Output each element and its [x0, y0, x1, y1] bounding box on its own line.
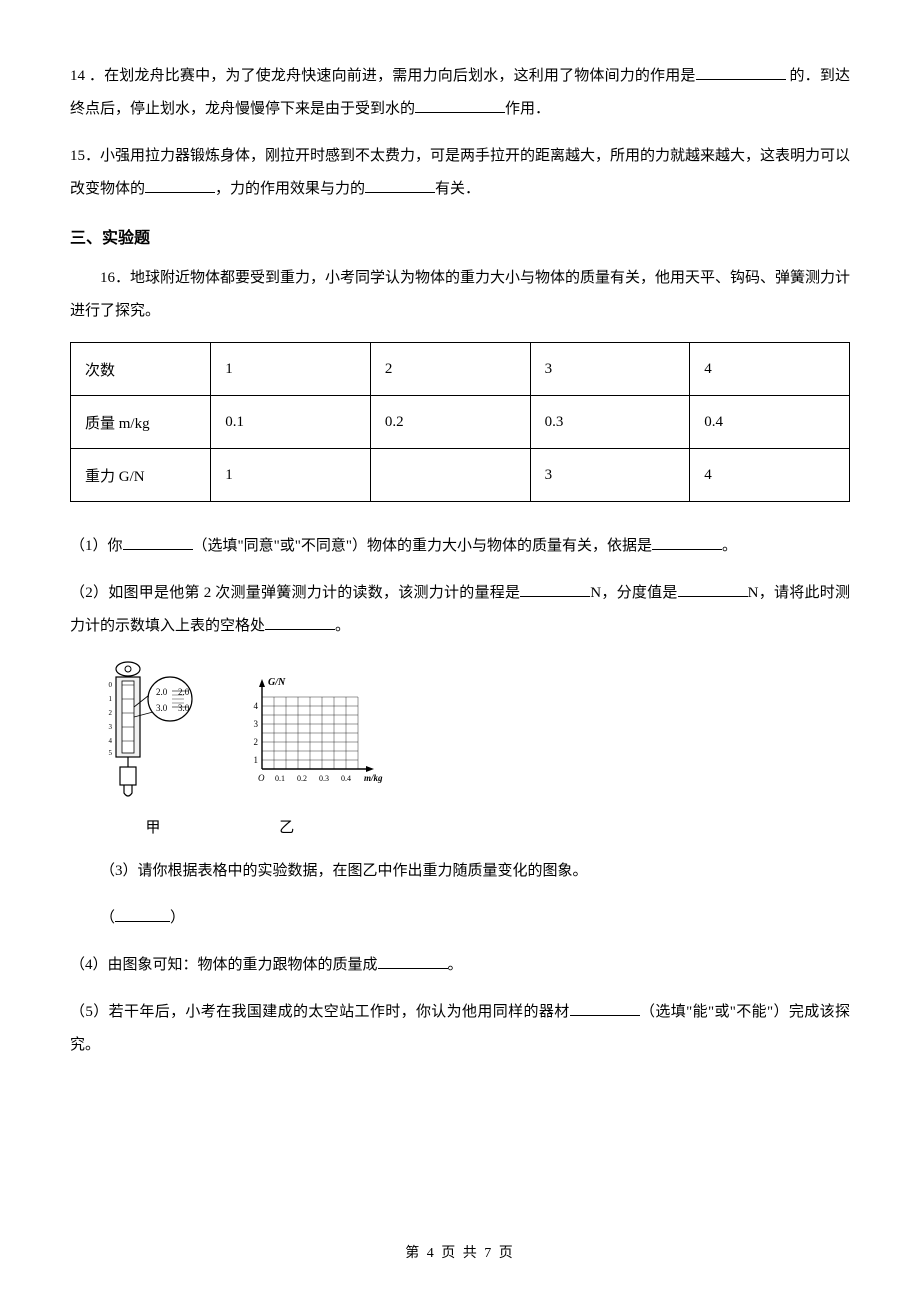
q16-p5-blank[interactable]: [570, 1000, 640, 1016]
q16-table: 次数 1 2 3 4 质量 m/kg 0.1 0.2 0.3 0.4 重力 G/…: [70, 342, 850, 502]
q16-p4-blank[interactable]: [378, 953, 448, 969]
svg-text:3.0: 3.0: [178, 703, 190, 713]
table-cell: 0.3: [530, 396, 690, 449]
table-cell: 2: [370, 343, 530, 396]
q16-p2-blank-3[interactable]: [265, 614, 335, 630]
svg-text:3: 3: [109, 723, 113, 731]
figure-label-right: 乙: [212, 816, 362, 837]
svg-text:5: 5: [109, 749, 113, 757]
table-cell: [370, 449, 530, 502]
q16-p4-b: 。: [448, 957, 463, 973]
svg-text:2.0: 2.0: [178, 687, 190, 697]
grid-chart: G/N: [254, 677, 384, 783]
q16-p2-blank-1[interactable]: [520, 581, 590, 597]
q16-p1-b: （选填"同意"或"不同意"）物体的重力大小与物体的质量有关，依据是: [193, 538, 653, 554]
q16-part-5: （5）若干年后，小考在我国建成的太空站工作时，你认为他用同样的器材（选填"能"或…: [70, 996, 850, 1062]
q16-part-2: （2）如图甲是他第 2 次测量弹簧测力计的读数，该测力计的量程是N，分度值是N，…: [70, 577, 850, 643]
svg-text:1: 1: [109, 695, 113, 703]
svg-text:m/kg: m/kg: [364, 773, 383, 783]
table-cell: 4: [690, 343, 850, 396]
table-cell: 4: [690, 449, 850, 502]
svg-text:0.3: 0.3: [319, 774, 329, 783]
q16-part-3: （3）请你根据表格中的实验数据，在图乙中作出重力随质量变化的图象。: [70, 855, 850, 888]
table-row: 次数 1 2 3 4: [71, 343, 850, 396]
figure-svg: 0 1 2 3 4 5 2.0: [98, 657, 388, 807]
page-footer: 第 4 页 共 7 页: [0, 1242, 920, 1262]
svg-text:0.1: 0.1: [275, 774, 285, 783]
svg-text:4: 4: [254, 701, 259, 711]
q16-p2-a: （2）如图甲是他第 2 次测量弹簧测力计的读数，该测力计的量程是: [70, 585, 520, 601]
q16-p4-a: （4）由图象可知：物体的重力跟物体的质量成: [70, 957, 378, 973]
magnifier-callout-icon: 2.0 2.0 3.0 3.0: [134, 677, 192, 721]
q16-p1-a: （1）你: [70, 538, 123, 554]
q16-p1-blank-2[interactable]: [652, 534, 722, 550]
q15-blank-2[interactable]: [365, 177, 435, 193]
q16-part-3b: （）: [70, 902, 850, 935]
table-cell: 0.1: [211, 396, 371, 449]
svg-text:3: 3: [254, 719, 259, 729]
figure-labels: 甲 乙: [98, 816, 850, 837]
q14-blank-1[interactable]: [696, 64, 786, 80]
q15-text-c: 有关．: [435, 181, 480, 197]
table-cell: 0.4: [690, 396, 850, 449]
svg-text:2: 2: [254, 737, 259, 747]
table-cell: 1: [211, 449, 371, 502]
q16-p1-blank-1[interactable]: [123, 534, 193, 550]
q16-figure: 0 1 2 3 4 5 2.0: [98, 657, 850, 812]
svg-text:G/N: G/N: [268, 677, 286, 688]
table-cell: 1: [211, 343, 371, 396]
q15-blank-1[interactable]: [145, 177, 215, 193]
spring-scale-icon: 0 1 2 3 4 5: [109, 662, 141, 796]
svg-text:O: O: [258, 773, 265, 783]
q16-part-4: （4）由图象可知：物体的重力跟物体的质量成 。: [70, 949, 850, 982]
table-cell: 3: [530, 449, 690, 502]
table-cell: 重力 G/N: [71, 449, 211, 502]
q16-p1-c: 。: [722, 538, 737, 554]
q14-blank-2[interactable]: [415, 97, 505, 113]
section-3-header: 三、实验题: [70, 224, 850, 248]
question-14: 14 ．在划龙舟比赛中，为了使龙舟快速向前进，需用力向后划水，这利用了物体间力的…: [70, 60, 850, 126]
table-cell: 0.2: [370, 396, 530, 449]
figure-label-left: 甲: [98, 816, 208, 837]
svg-text:0.4: 0.4: [341, 774, 351, 783]
table-row: 重力 G/N 1 3 4: [71, 449, 850, 502]
q15-text-b: ，力的作用效果与力的: [215, 181, 365, 197]
q14-text-c: 作用．: [505, 101, 550, 117]
svg-text:0: 0: [109, 681, 113, 689]
svg-text:2: 2: [109, 709, 113, 717]
table-cell: 3: [530, 343, 690, 396]
table-cell: 质量 m/kg: [71, 396, 211, 449]
q16-intro: 16．地球附近物体都要受到重力，小考同学认为物体的重力大小与物体的质量有关，他用…: [70, 262, 850, 328]
q16-p2-blank-2[interactable]: [678, 581, 748, 597]
q16-p3b-blank[interactable]: [115, 906, 170, 922]
q16-part-1: （1）你 （选填"同意"或"不同意"）物体的重力大小与物体的质量有关，依据是 。: [70, 530, 850, 563]
q16-p2-d: 。: [335, 618, 350, 634]
q16-p2-b: N，分度值是: [590, 585, 677, 601]
table-row: 质量 m/kg 0.1 0.2 0.3 0.4: [71, 396, 850, 449]
svg-text:1: 1: [254, 755, 259, 765]
question-15: 15．小强用拉力器锻炼身体，刚拉开时感到不太费力，可是两手拉开的距离越大，所用的…: [70, 140, 850, 206]
svg-text:3.0: 3.0: [156, 703, 168, 713]
q16-p5-a: （5）若干年后，小考在我国建成的太空站工作时，你认为他用同样的器材: [70, 1004, 570, 1020]
table-cell: 次数: [71, 343, 211, 396]
svg-text:4: 4: [109, 737, 113, 745]
q14-text-a: 14 ．在划龙舟比赛中，为了使龙舟快速向前进，需用力向后划水，这利用了物体间力的…: [70, 68, 696, 84]
svg-text:2.0: 2.0: [156, 687, 168, 697]
svg-text:0.2: 0.2: [297, 774, 307, 783]
